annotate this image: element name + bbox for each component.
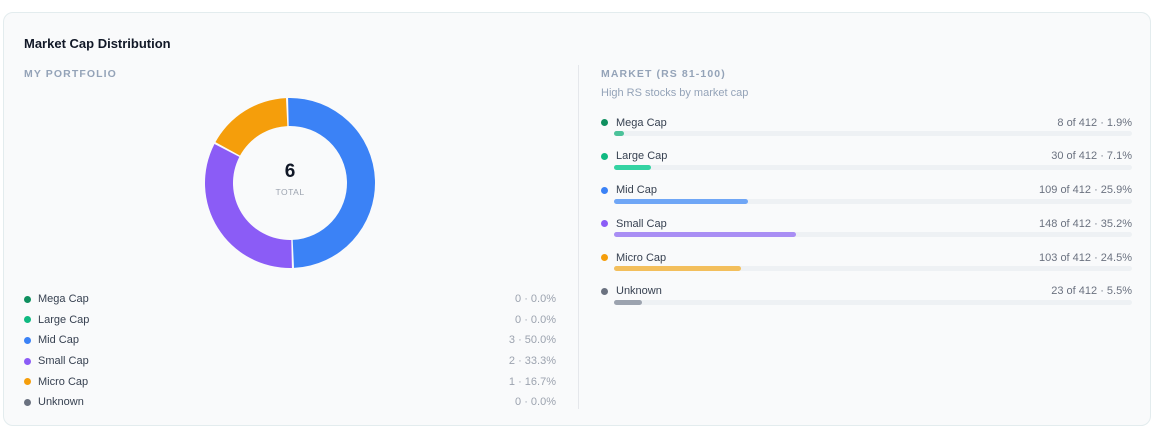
market-bar-track <box>614 299 1132 305</box>
legend-item-label: Mega Cap <box>38 293 89 306</box>
legend-item: Mega Cap 0 · 0.0% <box>24 289 556 310</box>
market-bar-fill <box>614 299 643 305</box>
market-dot-icon <box>601 287 608 295</box>
legend-item-value: 0 · 0.0% <box>515 293 556 306</box>
donut-center: 6 TOTAL <box>204 161 376 197</box>
legend-dot-icon <box>24 357 31 365</box>
market-dot-icon <box>601 119 608 126</box>
legend-dot-icon <box>24 378 31 386</box>
market-dot-icon <box>601 254 608 262</box>
legend-item-value: 0 · 0.0% <box>515 396 556 409</box>
donut-total-label: TOTAL <box>275 187 305 197</box>
market-bar-value: 109 of 412 · 25.9% <box>1039 184 1132 197</box>
legend-item: Micro Cap 1 · 16.7% <box>24 371 556 392</box>
market-bar-track <box>614 232 1132 238</box>
market-bar-row: Mid Cap 109 of 412 · 25.9% <box>601 183 1132 217</box>
market-bar-track <box>614 266 1132 272</box>
market-bar-fill <box>614 232 797 238</box>
market-bar-value: 23 of 412 · 5.5% <box>1051 285 1132 298</box>
market-section-label: MARKET (RS 81-100) <box>601 68 726 80</box>
donut-slice-micro-cap[interactable] <box>215 98 288 156</box>
legend-item-value: 2 · 33.3% <box>508 355 556 368</box>
market-bar-value: 103 of 412 · 24.5% <box>1039 251 1132 264</box>
market-bar-fill <box>614 164 651 170</box>
legend-item-label: Large Cap <box>38 313 90 326</box>
market-dot-icon <box>601 220 608 228</box>
market-bar-label: Unknown <box>616 285 662 298</box>
donut-slice-mid-cap[interactable] <box>288 98 376 268</box>
market-bar-label: Mid Cap <box>616 184 657 197</box>
legend-item-value: 3 · 50.0% <box>508 334 556 347</box>
market-bar-row: Mega Cap 8 of 412 · 1.9% <box>601 115 1132 149</box>
market-bar-track <box>614 198 1132 204</box>
market-bar-value: 30 of 412 · 7.1% <box>1051 150 1132 163</box>
portfolio-donut-chart: 6 TOTAL <box>204 97 376 269</box>
portfolio-section-label: MY PORTFOLIO <box>24 68 117 80</box>
market-bar-label: Large Cap <box>616 150 668 163</box>
market-cap-distribution-card: Market Cap Distribution MY PORTFOLIO 6 T… <box>3 12 1151 426</box>
legend-dot-icon <box>24 316 31 324</box>
legend-item-label: Micro Cap <box>38 375 89 388</box>
market-dot-icon <box>601 152 608 160</box>
donut-slice-small-cap[interactable] <box>205 144 292 268</box>
market-bar-fill <box>614 131 624 136</box>
market-bar-track <box>614 131 1132 136</box>
market-bar-fill <box>614 198 749 204</box>
section-divider <box>578 65 579 409</box>
card-title: Market Cap Distribution <box>24 36 171 51</box>
market-bar-row: Micro Cap 103 of 412 · 24.5% <box>601 250 1132 284</box>
market-bar-row: Large Cap 30 of 412 · 7.1% <box>601 149 1132 183</box>
legend-item-label: Mid Cap <box>38 334 79 347</box>
market-subtitle: High RS stocks by market cap <box>601 87 749 99</box>
legend-item: Unknown 0 · 0.0% <box>24 392 556 413</box>
market-bar-value: 148 of 412 · 35.2% <box>1039 217 1132 230</box>
market-bar-label: Mega Cap <box>616 116 667 129</box>
legend-item-label: Small Cap <box>38 355 89 368</box>
legend-item-value: 1 · 16.7% <box>508 375 556 388</box>
market-bar-label: Micro Cap <box>616 251 667 264</box>
legend-dot-icon <box>24 336 31 344</box>
legend-item-label: Unknown <box>38 396 84 409</box>
legend-item-value: 0 · 0.0% <box>515 313 556 326</box>
market-bar-fill <box>614 266 741 272</box>
donut-total-value: 6 <box>284 161 296 182</box>
legend-item: Mid Cap 3 · 50.0% <box>24 330 556 351</box>
portfolio-legend: Mega Cap 0 · 0.0% Large Cap 0 · 0.0% Mid Cap… <box>24 289 556 413</box>
market-bar-track <box>614 164 1132 170</box>
market-bar-row: Unknown 23 of 412 · 5.5% <box>601 284 1132 318</box>
donut-svg <box>205 98 376 268</box>
market-bars: Mega Cap 8 of 412 · 1.9% Large Cap 30 of 41… <box>601 115 1132 318</box>
market-bar-row: Small Cap 148 of 412 · 35.2% <box>601 216 1132 250</box>
market-dot-icon <box>601 186 608 194</box>
legend-item: Small Cap 2 · 33.3% <box>24 351 556 372</box>
market-bar-label: Small Cap <box>616 217 667 230</box>
legend-item: Large Cap 0 · 0.0% <box>24 310 556 331</box>
market-bar-value: 8 of 412 · 1.9% <box>1057 116 1132 129</box>
legend-dot-icon <box>24 295 31 303</box>
legend-dot-icon <box>24 398 31 406</box>
